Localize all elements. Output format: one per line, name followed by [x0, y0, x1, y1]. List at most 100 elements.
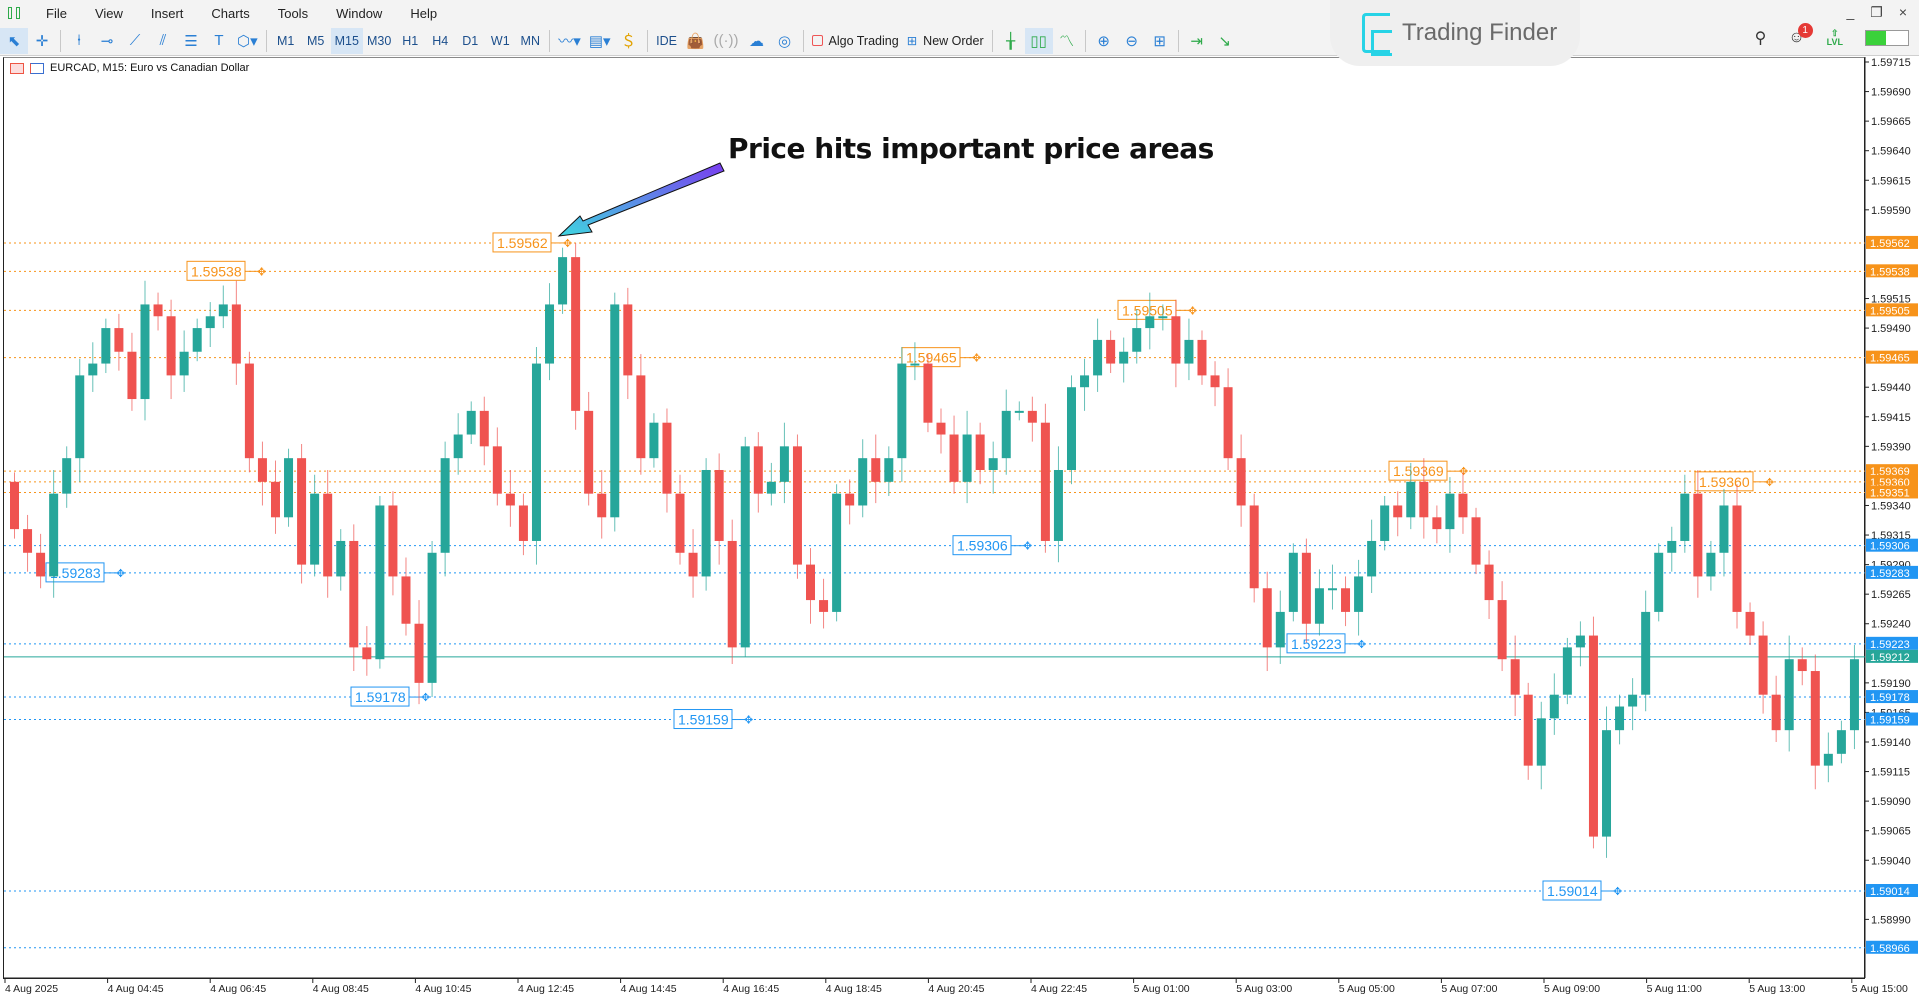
crosshair-tool-icon[interactable]: ✛ — [35, 32, 49, 50]
bear-candle — [636, 375, 646, 459]
trendline-icon[interactable]: ⟋ — [129, 32, 141, 49]
timeframe-h1[interactable]: H1 — [402, 33, 419, 48]
text-tool-icon[interactable]: T — [214, 32, 224, 49]
svg-text:1.59014: 1.59014 — [1870, 886, 1910, 898]
timeframe-h4[interactable]: H4 — [432, 33, 449, 48]
vps-cloud-icon[interactable]: ☁ — [749, 32, 764, 50]
autoscroll-icon[interactable]: ↘ — [1218, 32, 1231, 50]
fibonacci-icon[interactable]: ☰ — [184, 32, 198, 50]
market-icon[interactable]: ＄ — [621, 33, 637, 50]
menu-view[interactable]: View — [94, 5, 123, 21]
bull-candle — [1602, 730, 1612, 837]
time-axis-label: 5 Aug 07:00 — [1441, 983, 1497, 995]
price-axis-label: 1.59065 — [1871, 826, 1911, 838]
bull-candle — [740, 446, 750, 648]
level-anchor-icon[interactable]: ✥ — [1459, 466, 1468, 478]
price-axis-label: 1.59040 — [1871, 855, 1911, 867]
search-icon[interactable]: ⚲ — [1754, 30, 1767, 47]
bull-candle — [336, 540, 346, 577]
bull-candle — [1719, 505, 1729, 553]
timeframe-m5[interactable]: M5 — [306, 33, 325, 48]
price-axis-label: 1.59515 — [1871, 294, 1911, 306]
price-axis-label: 1.59190 — [1871, 678, 1911, 690]
chart-shift-icon[interactable]: ⇥ — [1190, 32, 1203, 50]
timeframe-m30[interactable]: M30 — [366, 33, 392, 48]
svg-text:1.59538: 1.59538 — [1870, 266, 1910, 278]
level-anchor-icon[interactable]: ✥ — [421, 692, 430, 704]
svg-text:1.59505: 1.59505 — [1870, 305, 1910, 317]
level-anchor-icon[interactable]: ✥ — [1613, 886, 1622, 898]
channel-icon[interactable]: ⫽ — [159, 32, 167, 49]
level-progress-toggle[interactable] — [1865, 30, 1909, 46]
time-axis-label: 4 Aug 22:45 — [1031, 983, 1087, 995]
indicators-icon[interactable]: 〰▾ — [558, 33, 581, 50]
price-axis-label: 1.59390 — [1871, 441, 1911, 453]
menu-insert[interactable]: Insert — [150, 5, 184, 21]
bear-candle — [1510, 659, 1520, 695]
bear-candle — [388, 505, 398, 577]
level-anchor-icon[interactable]: ✥ — [116, 568, 125, 580]
cursor-tool-icon[interactable]: ⬉ — [0, 27, 28, 54]
ide-button[interactable]: IDE — [656, 33, 677, 48]
timeframe-m1[interactable]: M1 — [276, 33, 295, 48]
annotation-arrow-icon — [557, 162, 725, 237]
timeframe-d1[interactable]: D1 — [462, 33, 479, 48]
copy-trading-icon[interactable]: ◎ — [777, 32, 792, 50]
menu-charts[interactable]: Charts — [211, 5, 250, 21]
line-chart-icon[interactable]: 〽 — [1059, 33, 1075, 50]
minimize-button[interactable]: _ — [1846, 4, 1855, 20]
bull-candle — [1654, 552, 1664, 612]
bull-candle — [858, 458, 868, 506]
market-bag-icon[interactable]: 👜 — [686, 32, 705, 50]
level-anchor-icon[interactable]: ✥ — [1765, 477, 1774, 489]
bear-candle — [675, 493, 685, 553]
level-anchor-icon[interactable]: ✥ — [1023, 541, 1032, 553]
close-button[interactable]: × — [1898, 4, 1907, 20]
account-icon[interactable]: ☺ 1 — [1788, 23, 1813, 47]
price-axis-label: 1.59640 — [1871, 146, 1911, 158]
timeframe-m15[interactable]: M15 — [330, 27, 363, 54]
bull-candle — [962, 434, 972, 482]
bear-candle — [362, 647, 372, 660]
algo-trading-button[interactable]: Algo Trading — [808, 28, 903, 54]
level-anchor-icon[interactable]: ✥ — [972, 353, 981, 365]
level-anchor-icon[interactable]: ✥ — [1357, 639, 1366, 651]
bear-candle — [297, 458, 307, 565]
level-up-icon[interactable]: ⇧ LVL — [1826, 28, 1843, 47]
level-anchor-icon[interactable]: ✥ — [1188, 305, 1197, 317]
tile-windows-icon[interactable]: ⊞ — [1153, 32, 1166, 50]
level-anchor-icon[interactable]: ✥ — [563, 238, 572, 250]
bear-candle — [257, 458, 267, 482]
zoom-in-icon[interactable]: ⊕ — [1097, 32, 1110, 50]
menu-help[interactable]: Help — [410, 5, 438, 21]
vertical-line-icon[interactable]: ⍿ — [77, 32, 81, 49]
bear-candle — [244, 363, 254, 459]
svg-text:1.59223: 1.59223 — [1870, 639, 1910, 651]
horizontal-line-icon[interactable]: ⊸ — [100, 32, 114, 50]
level-label-text: 1.59465 — [906, 350, 957, 366]
timeframe-mn[interactable]: MN — [520, 33, 540, 48]
bear-candle — [1171, 316, 1181, 364]
level-anchor-icon[interactable]: ✥ — [257, 266, 266, 278]
templates-icon[interactable]: ▤▾ — [588, 32, 611, 50]
level-anchor-icon[interactable]: ✥ — [744, 715, 753, 727]
shapes-icon[interactable]: ⬡▾ — [237, 32, 258, 50]
chart-symbol-icon — [30, 62, 44, 74]
bull-candle — [1119, 351, 1129, 364]
signals-icon[interactable]: ((·)) — [713, 32, 739, 49]
zoom-out-icon[interactable]: ⊖ — [1125, 32, 1138, 50]
bear-candle — [1249, 505, 1259, 589]
timeframe-w1[interactable]: W1 — [490, 33, 510, 48]
bull-candle — [610, 304, 620, 518]
bull-candle — [1367, 540, 1377, 577]
menu-tools[interactable]: Tools — [277, 5, 309, 21]
new-order-button[interactable]: ⊞ New Order — [906, 33, 984, 49]
candlestick-chart-icon[interactable]: ▯▯ — [1024, 27, 1053, 54]
svg-text:1.59306: 1.59306 — [1870, 541, 1910, 553]
restore-button[interactable]: ❐ — [1870, 4, 1883, 20]
menu-file[interactable]: File — [46, 5, 67, 21]
bar-chart-icon[interactable]: ╁ — [1006, 32, 1016, 50]
menu-window[interactable]: Window — [336, 5, 383, 21]
time-axis-label: 4 Aug 06:45 — [210, 983, 266, 995]
